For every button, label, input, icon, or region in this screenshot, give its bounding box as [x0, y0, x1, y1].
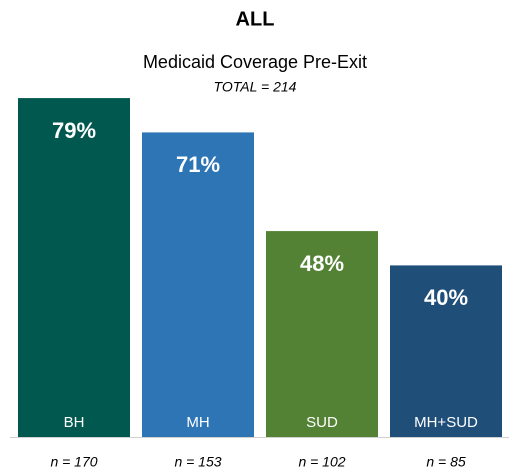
n-label: n = 170 [50, 454, 97, 470]
chart-title: ALL [236, 8, 275, 30]
n-label: n = 153 [174, 454, 221, 470]
category-label: MH [186, 414, 209, 431]
n-label: n = 85 [426, 454, 466, 470]
category-label: SUD [306, 414, 338, 431]
bar [266, 231, 378, 437]
bar [390, 265, 502, 437]
annotation: TOTAL = 214 [214, 79, 297, 95]
chart-subtitle: Medicaid Coverage Pre-Exit [143, 52, 367, 72]
bar [18, 98, 130, 437]
value-label: 40% [424, 285, 468, 310]
value-label: 71% [176, 152, 220, 177]
bar [142, 132, 254, 437]
category-label: MH+SUD [414, 414, 478, 431]
n-label: n = 102 [298, 454, 345, 470]
category-label: BH [64, 414, 85, 431]
value-label: 48% [300, 251, 344, 276]
value-label: 79% [52, 118, 96, 143]
